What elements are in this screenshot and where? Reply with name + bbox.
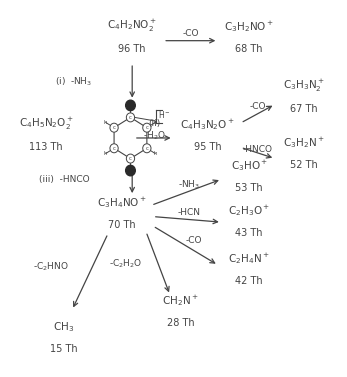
Text: -C$_2$HNO: -C$_2$HNO [33, 261, 68, 273]
Text: -CO: -CO [186, 236, 202, 245]
Text: -HNCO: -HNCO [243, 145, 273, 154]
Text: C$_2$H$_3$O$^+$: C$_2$H$_3$O$^+$ [228, 203, 270, 218]
Text: (iii)  -HNCO: (iii) -HNCO [39, 175, 89, 184]
Circle shape [126, 154, 135, 163]
Circle shape [126, 100, 135, 111]
Circle shape [126, 113, 135, 122]
Text: -CO: -CO [183, 29, 199, 38]
Text: 96 Th: 96 Th [118, 44, 146, 54]
Text: C$_3$H$_2$N$^+$: C$_3$H$_2$N$^+$ [283, 135, 325, 150]
Text: C$_3$HO$^+$: C$_3$HO$^+$ [231, 158, 268, 173]
Text: h: h [153, 151, 157, 156]
Text: (i)  -NH$_3$: (i) -NH$_3$ [56, 76, 93, 88]
Text: C$_3$H$_4$NO$^+$: C$_3$H$_4$NO$^+$ [97, 195, 147, 210]
Text: -NH$_3$: -NH$_3$ [178, 178, 200, 191]
Text: 52 Th: 52 Th [290, 161, 318, 170]
Text: c: c [112, 146, 116, 151]
Text: C$_3$H$_3$N$_2^+$: C$_3$H$_3$N$_2^+$ [283, 78, 325, 94]
Text: C$_2$H$_4$N$^+$: C$_2$H$_4$N$^+$ [228, 251, 270, 266]
Text: 68 Th: 68 Th [236, 44, 263, 54]
Text: (ii)
-H$_2$O: (ii) -H$_2$O [143, 119, 166, 142]
Circle shape [143, 123, 151, 132]
Text: C$_4$H$_2$NO$_2^+$: C$_4$H$_2$NO$_2^+$ [107, 18, 157, 34]
Text: 95 Th: 95 Th [194, 142, 222, 152]
Text: C$_4$H$_5$N$_2$O$_2^+$: C$_4$H$_5$N$_2$O$_2^+$ [19, 115, 74, 132]
Text: c: c [129, 156, 132, 161]
Text: c: c [129, 115, 132, 120]
Circle shape [110, 144, 118, 153]
Text: h: h [104, 120, 108, 125]
Text: 43 Th: 43 Th [236, 228, 263, 238]
Text: h: h [153, 120, 157, 125]
Text: 67 Th: 67 Th [290, 104, 318, 114]
Text: H$^-$: H$^-$ [158, 109, 171, 120]
Text: 113 Th: 113 Th [29, 142, 63, 152]
Circle shape [143, 144, 151, 153]
Text: c: c [145, 125, 149, 130]
Circle shape [126, 165, 135, 176]
Text: -CO: -CO [249, 102, 266, 111]
Text: 42 Th: 42 Th [235, 276, 263, 287]
Text: 70 Th: 70 Th [108, 220, 136, 230]
Text: -C$_2$H$_2$O: -C$_2$H$_2$O [109, 257, 143, 270]
Text: c: c [112, 125, 116, 130]
Text: C$_4$H$_3$N$_2$O$^+$: C$_4$H$_3$N$_2$O$^+$ [180, 117, 235, 132]
Text: c: c [145, 146, 149, 151]
Text: 15 Th: 15 Th [50, 344, 77, 354]
Text: h: h [104, 151, 108, 156]
Circle shape [110, 123, 118, 132]
Text: CH$_2$N$^+$: CH$_2$N$^+$ [162, 293, 199, 308]
Text: 28 Th: 28 Th [167, 317, 194, 328]
Text: C$_3$H$_2$NO$^+$: C$_3$H$_2$NO$^+$ [224, 20, 274, 34]
Text: 53 Th: 53 Th [235, 183, 263, 193]
Text: CH$_3$: CH$_3$ [53, 320, 74, 334]
Text: -HCN: -HCN [177, 208, 201, 217]
